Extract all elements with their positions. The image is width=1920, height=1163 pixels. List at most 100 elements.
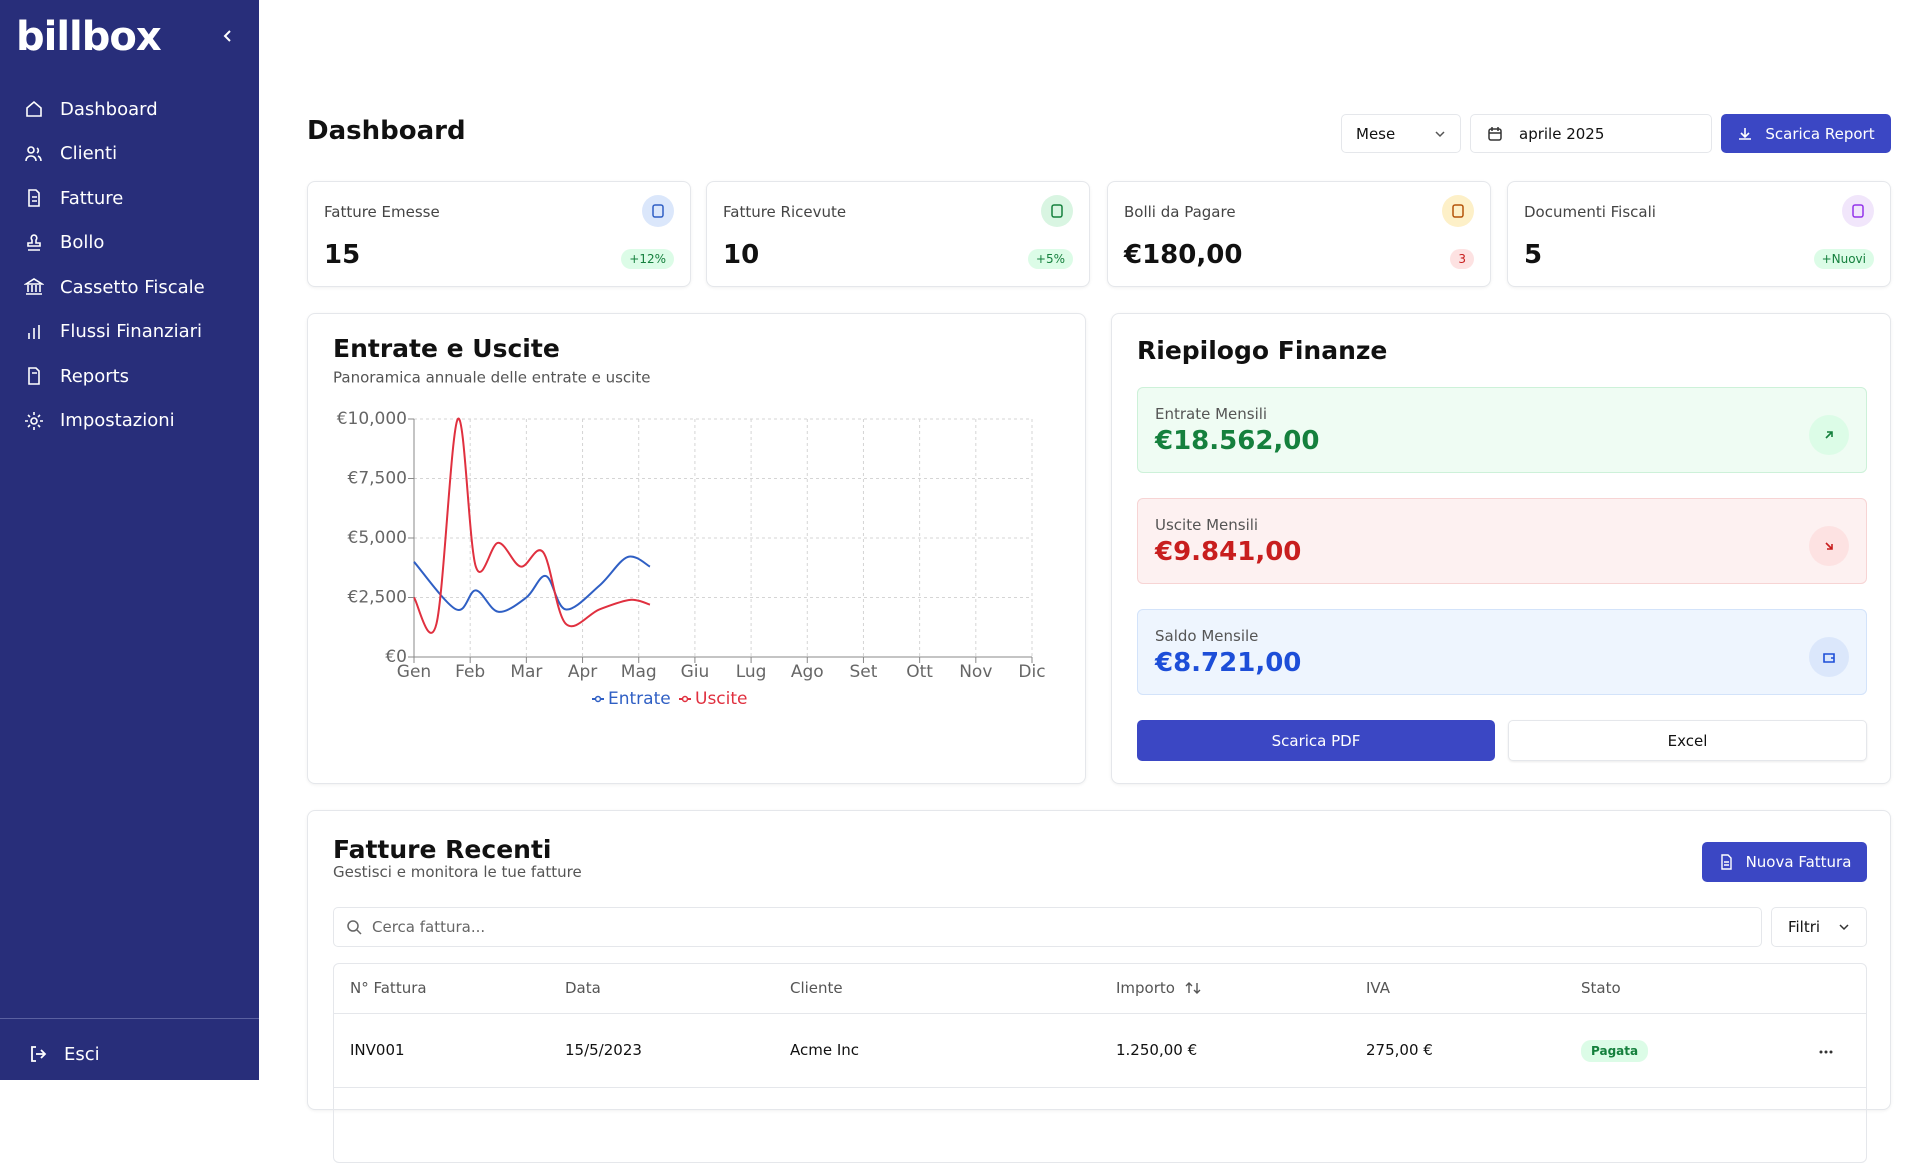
divider: [0, 1018, 259, 1019]
icon: [1852, 204, 1864, 218]
nav-icon: [26, 100, 42, 117]
column-label: Cliente: [790, 979, 843, 998]
stat-value: €180,00: [1124, 240, 1243, 270]
more-icon: [1819, 1050, 1832, 1054]
legend-label: Entrate: [608, 689, 671, 709]
chart-card: Entrate e Uscite Panoramica annuale dell…: [307, 313, 1086, 784]
page-title: Dashboard: [307, 116, 466, 146]
excel-button[interactable]: Excel: [1508, 720, 1867, 761]
column-header: [1785, 964, 1866, 1013]
legend-marker: [681, 695, 689, 703]
y-tick-label: €10,000: [337, 409, 407, 429]
dot: [1829, 1050, 1832, 1054]
calendar-icon: [1488, 126, 1502, 141]
cell-text: INV001: [350, 1041, 405, 1059]
collapse-icon[interactable]: [220, 28, 236, 44]
chart-subtitle: Panoramica annuale delle entrate e uscit…: [333, 369, 650, 387]
nav-icon: [28, 189, 40, 207]
new-invoice[interactable]: Nuova Fattura: [1702, 842, 1867, 882]
icon-path: [25, 145, 42, 161]
column-label: Importo: [1116, 979, 1175, 998]
icon-path: [26, 100, 42, 117]
icon-shape: [652, 204, 664, 218]
pdf-label: Scarica PDF: [1271, 731, 1361, 750]
y-tick-label: €7,500: [348, 469, 407, 489]
column-label: Stato: [1581, 979, 1621, 998]
nav-item[interactable]: Impostazioni: [24, 406, 175, 436]
download-report[interactable]: Scarica Report: [1721, 114, 1891, 153]
invoices-title: Fatture Recenti: [333, 835, 552, 864]
column-header: Cliente: [774, 964, 1100, 1013]
nav-icon: [25, 145, 42, 161]
nav-item[interactable]: Fatture: [24, 183, 123, 213]
icon-path: [1825, 431, 1833, 439]
stat-card: Bolli da Pagare €180,00 3: [1107, 181, 1491, 287]
status-badge: Pagata: [1581, 1040, 1649, 1062]
table-cell: 1.250,00 €: [1100, 1013, 1350, 1087]
y-tick-label: €2,500: [348, 588, 407, 608]
cell-text: 275,00 €: [1366, 1041, 1433, 1059]
filter-button[interactable]: Filtri: [1771, 907, 1867, 947]
header-row: N° Fattura Data Cliente Importo IVA Stato: [334, 964, 1866, 1013]
nav-item[interactable]: Flussi Finanziari: [24, 317, 202, 347]
logout[interactable]: Esci: [28, 1039, 100, 1069]
stat-card: Fatture Ricevute 10 +5%: [706, 181, 1090, 287]
icon: [1452, 204, 1464, 218]
stat-label: Bolli da Pagare: [1124, 203, 1236, 221]
row-actions[interactable]: [1785, 1013, 1866, 1087]
search-box[interactable]: Cerca fattura...: [333, 907, 1762, 947]
summary-card: Riepilogo Finanze Entrate Mensili €18.562…: [1111, 313, 1891, 784]
column-header: N° Fattura: [334, 964, 549, 1013]
nav-label: Reports: [60, 365, 130, 387]
x-tick-label: Nov: [959, 662, 992, 682]
nav-item[interactable]: Reports: [24, 361, 129, 391]
stat-value: 5: [1524, 240, 1543, 270]
icon-path: [28, 189, 40, 207]
pdf-button[interactable]: Scarica PDF: [1137, 720, 1495, 761]
stat-badge: +12%: [621, 249, 674, 269]
logout-icon: [31, 1046, 47, 1062]
x-tick-label: Mag: [621, 662, 657, 682]
column-header: IVA: [1350, 964, 1565, 1013]
nav-icon: [28, 324, 40, 339]
icon-shape: [1452, 204, 1464, 218]
dot: [1824, 1050, 1827, 1054]
series-line: [413, 555, 651, 613]
sort-icon[interactable]: [1185, 981, 1201, 995]
invoices-subtitle: Gestisci e monitora le tue fatture: [333, 863, 582, 881]
icon-path: [25, 411, 43, 430]
icon-path: [28, 367, 40, 385]
nav-label: Dashboard: [60, 98, 158, 120]
nav-item[interactable]: Dashboard: [24, 94, 158, 124]
icon: [1825, 431, 1833, 439]
icon-path: [24, 278, 44, 295]
summary-title: Riepilogo Finanze: [1137, 336, 1388, 365]
icon-path: [1825, 542, 1833, 550]
column-label: N° Fattura: [350, 979, 427, 998]
icon-shape: [1852, 204, 1864, 218]
x-tick-label: Ago: [791, 662, 824, 682]
nav-item[interactable]: Clienti: [24, 139, 117, 169]
nav-item[interactable]: Bollo: [24, 228, 104, 258]
stat-badge: +Nuovi: [1813, 249, 1874, 269]
nav-label: Clienti: [60, 143, 118, 164]
table-frame: N° Fattura Data Cliente Importo IVA Stato INV0…: [333, 963, 1867, 1163]
icon-path: [1823, 653, 1835, 663]
nav-label: Fatture: [60, 187, 124, 209]
period-select[interactable]: Mese: [1341, 114, 1461, 153]
icon-path: [1185, 982, 1201, 995]
nav-icon: [24, 278, 44, 295]
logo: billbox: [16, 14, 162, 60]
nav-item[interactable]: Cassetto Fiscale: [24, 272, 205, 302]
doc-icon: [1720, 854, 1732, 870]
stat-value: 15: [324, 240, 361, 270]
chart-title: Entrate e Uscite: [333, 334, 560, 363]
search-placeholder: Cerca fattura...: [372, 918, 486, 936]
summary-value: €8.721,00: [1155, 648, 1302, 678]
column-label: Data: [565, 979, 601, 998]
date-picker[interactable]: aprile 2025: [1470, 114, 1712, 153]
column-header: Stato: [1565, 964, 1785, 1013]
summary-icon: [1809, 637, 1849, 677]
column-header: Importo: [1100, 964, 1350, 1013]
x-tick-label: Gen: [397, 662, 431, 682]
